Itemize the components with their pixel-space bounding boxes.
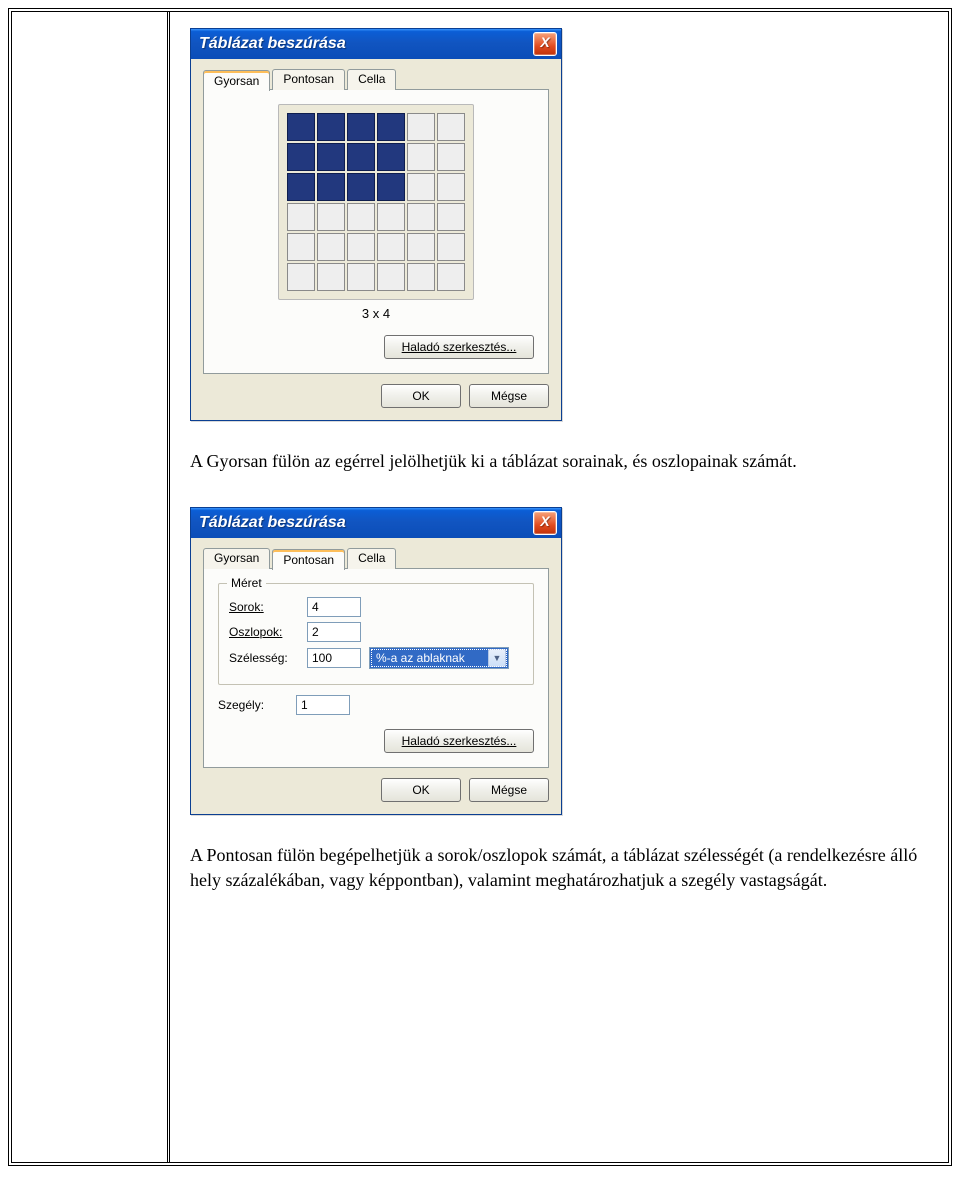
- grid-cell[interactable]: [347, 113, 375, 141]
- dialog-body: Gyorsan Pontosan Cella Méret Sorok:: [191, 538, 561, 814]
- grid-cell[interactable]: [347, 143, 375, 171]
- border-input[interactable]: [296, 695, 350, 715]
- grid-cell[interactable]: [437, 203, 465, 231]
- titlebar: Táblázat beszúrása X: [191, 29, 561, 59]
- content-column: Táblázat beszúrása X Gyorsan Pontosan Ce…: [170, 12, 948, 1162]
- width-row: Szélesség: %-a az ablaknak ▼: [229, 647, 523, 669]
- rows-input[interactable]: [307, 597, 361, 617]
- grid-cell[interactable]: [407, 113, 435, 141]
- tab-panel-quick: 3 x 4 Haladó szerkesztés...: [203, 89, 549, 374]
- grid-cell[interactable]: [317, 263, 345, 291]
- grid-cell[interactable]: [287, 113, 315, 141]
- grid-size-picker[interactable]: 3 x 4: [218, 104, 534, 321]
- titlebar: Táblázat beszúrása X: [191, 508, 561, 538]
- grid-cell[interactable]: [407, 233, 435, 261]
- cols-input[interactable]: [307, 622, 361, 642]
- grid-cell[interactable]: [407, 143, 435, 171]
- advanced-edit-label: Haladó szerkesztés...: [402, 734, 517, 748]
- close-button[interactable]: X: [533, 32, 557, 56]
- grid-cell[interactable]: [347, 203, 375, 231]
- grid-cell[interactable]: [317, 233, 345, 261]
- grid-cell[interactable]: [437, 113, 465, 141]
- tab-panel-precise: Méret Sorok: Oszlopok: Szélesség:: [203, 568, 549, 768]
- tab-cella[interactable]: Cella: [347, 548, 396, 569]
- rows-label: Sorok:: [229, 600, 299, 614]
- grid-cell[interactable]: [287, 263, 315, 291]
- grid-cell[interactable]: [287, 203, 315, 231]
- panel-button-row: Haladó szerkesztés...: [218, 335, 534, 359]
- grid-cells[interactable]: [278, 104, 474, 300]
- tab-gyorsan[interactable]: Gyorsan: [203, 548, 270, 569]
- width-label: Szélesség:: [229, 651, 299, 665]
- page-frame: Táblázat beszúrása X Gyorsan Pontosan Ce…: [8, 8, 952, 1166]
- left-margin-column: [12, 12, 170, 1162]
- insert-table-dialog-precise: Táblázat beszúrása X Gyorsan Pontosan Ce…: [190, 507, 562, 815]
- width-unit-selected: %-a az ablaknak: [376, 651, 465, 665]
- panel-button-row: Haladó szerkesztés...: [218, 729, 534, 753]
- grid-cell[interactable]: [407, 203, 435, 231]
- tab-strip: Gyorsan Pontosan Cella: [203, 69, 549, 90]
- tab-pontosan[interactable]: Pontosan: [272, 549, 345, 570]
- ok-button[interactable]: OK: [381, 778, 461, 802]
- grid-cell[interactable]: [347, 233, 375, 261]
- grid-cell[interactable]: [377, 173, 405, 201]
- grid-cell[interactable]: [317, 113, 345, 141]
- grid-cell[interactable]: [407, 173, 435, 201]
- cancel-button[interactable]: Mégse: [469, 384, 549, 408]
- two-column-layout: Táblázat beszúrása X Gyorsan Pontosan Ce…: [12, 12, 948, 1162]
- cancel-button[interactable]: Mégse: [469, 778, 549, 802]
- grid-cell[interactable]: [377, 143, 405, 171]
- dialog-button-row: OK Mégse: [203, 384, 549, 408]
- grid-cell[interactable]: [377, 203, 405, 231]
- paragraph-quick-description: A Gyorsan fülön az egérrel jelölhetjük k…: [190, 449, 928, 473]
- cols-row: Oszlopok:: [229, 622, 523, 642]
- tab-pontosan[interactable]: Pontosan: [272, 69, 345, 90]
- close-icon: X: [540, 34, 549, 50]
- close-button[interactable]: X: [533, 511, 557, 535]
- grid-size-label: 3 x 4: [362, 306, 390, 321]
- dialog-body: Gyorsan Pontosan Cella 3 x 4 Haladó szer…: [191, 59, 561, 420]
- grid-cell[interactable]: [437, 173, 465, 201]
- grid-cell[interactable]: [407, 263, 435, 291]
- size-legend: Méret: [227, 576, 266, 590]
- ok-button[interactable]: OK: [381, 384, 461, 408]
- chevron-down-icon: ▼: [488, 649, 506, 667]
- dialog-button-row: OK Mégse: [203, 778, 549, 802]
- dialog-title: Táblázat beszúrása: [199, 35, 346, 53]
- grid-cell[interactable]: [437, 143, 465, 171]
- insert-table-dialog-quick: Táblázat beszúrása X Gyorsan Pontosan Ce…: [190, 28, 562, 421]
- size-fieldset: Méret Sorok: Oszlopok: Szélesség:: [218, 583, 534, 685]
- tab-cella[interactable]: Cella: [347, 69, 396, 90]
- grid-cell[interactable]: [317, 203, 345, 231]
- grid-cell[interactable]: [377, 233, 405, 261]
- dialog-title: Táblázat beszúrása: [199, 514, 346, 532]
- grid-cell[interactable]: [317, 173, 345, 201]
- tab-strip: Gyorsan Pontosan Cella: [203, 548, 549, 569]
- grid-cell[interactable]: [347, 263, 375, 291]
- grid-cell[interactable]: [287, 233, 315, 261]
- advanced-edit-button[interactable]: Haladó szerkesztés...: [384, 729, 534, 753]
- grid-cell[interactable]: [287, 143, 315, 171]
- width-input[interactable]: [307, 648, 361, 668]
- grid-cell[interactable]: [317, 143, 345, 171]
- rows-row: Sorok:: [229, 597, 523, 617]
- grid-cell[interactable]: [287, 173, 315, 201]
- border-row: Szegély:: [218, 695, 534, 715]
- cols-label: Oszlopok:: [229, 625, 299, 639]
- advanced-edit-button[interactable]: Haladó szerkesztés...: [384, 335, 534, 359]
- close-icon: X: [540, 513, 549, 529]
- grid-cell[interactable]: [437, 233, 465, 261]
- advanced-edit-label: Haladó szerkesztés...: [402, 340, 517, 354]
- grid-cell[interactable]: [347, 173, 375, 201]
- grid-cell[interactable]: [377, 113, 405, 141]
- border-label: Szegély:: [218, 698, 288, 712]
- grid-cell[interactable]: [437, 263, 465, 291]
- grid-cell[interactable]: [377, 263, 405, 291]
- width-unit-select[interactable]: %-a az ablaknak ▼: [369, 647, 509, 669]
- tab-gyorsan[interactable]: Gyorsan: [203, 70, 270, 91]
- paragraph-precise-description: A Pontosan fülön begépelhetjük a sorok/o…: [190, 843, 928, 892]
